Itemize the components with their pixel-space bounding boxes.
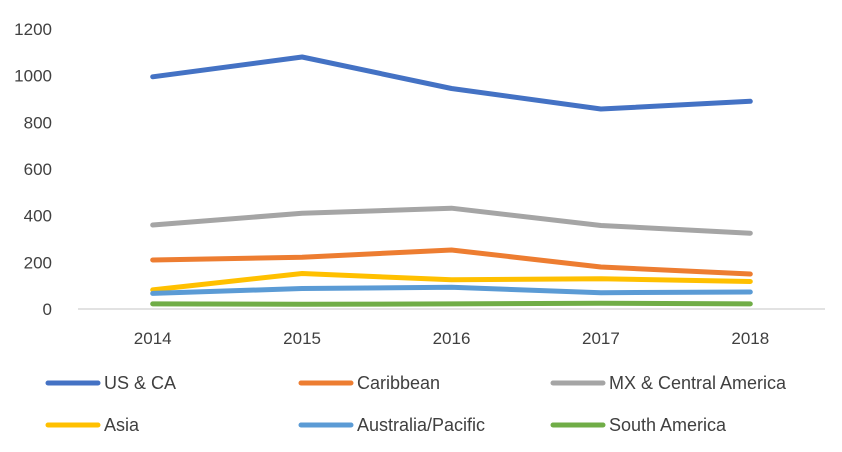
y-tick-label: 0 (43, 300, 52, 319)
x-tick-label: 2014 (134, 329, 172, 348)
series-line-us-ca (150, 54, 753, 112)
legend-label: Caribbean (357, 373, 440, 393)
y-tick-label: 200 (24, 253, 52, 272)
y-tick-label: 400 (24, 207, 52, 226)
legend-item-asia: Asia (45, 415, 140, 435)
y-tick-label: 800 (24, 113, 52, 132)
legend-label: Australia/Pacific (357, 415, 485, 435)
x-axis-ticks: 2014 2015 2016 2017 2018 (134, 329, 769, 348)
legend-item-us-ca: US & CA (45, 373, 176, 393)
series-lines (150, 54, 753, 307)
legend-label: Asia (104, 415, 140, 435)
y-axis-ticks: 0 200 400 600 800 1000 1200 (14, 20, 52, 319)
x-tick-label: 2018 (731, 329, 769, 348)
legend-label: US & CA (104, 373, 176, 393)
series-line-south-america (150, 300, 753, 307)
legend-item-caribbean: Caribbean (298, 373, 440, 393)
legend-item-mx-central-america: MX & Central America (550, 373, 787, 393)
legend-item-australia-pacific: Australia/Pacific (298, 415, 485, 435)
x-tick-label: 2016 (433, 329, 471, 348)
x-tick-label: 2017 (582, 329, 620, 348)
legend: US & CA Caribbean MX & Central America Asia… (45, 373, 787, 435)
series-line-caribbean (150, 247, 753, 277)
series-line-australia-pacific (150, 284, 753, 296)
x-tick-label: 2015 (283, 329, 321, 348)
y-tick-label: 600 (24, 160, 52, 179)
legend-label: MX & Central America (609, 373, 787, 393)
series-line-mx-central-america (150, 205, 753, 236)
legend-label: South America (609, 415, 727, 435)
legend-item-south-america: South America (550, 415, 727, 435)
series-line-asia (150, 271, 753, 293)
y-tick-label: 1000 (14, 67, 52, 86)
y-tick-label: 1200 (14, 20, 52, 39)
